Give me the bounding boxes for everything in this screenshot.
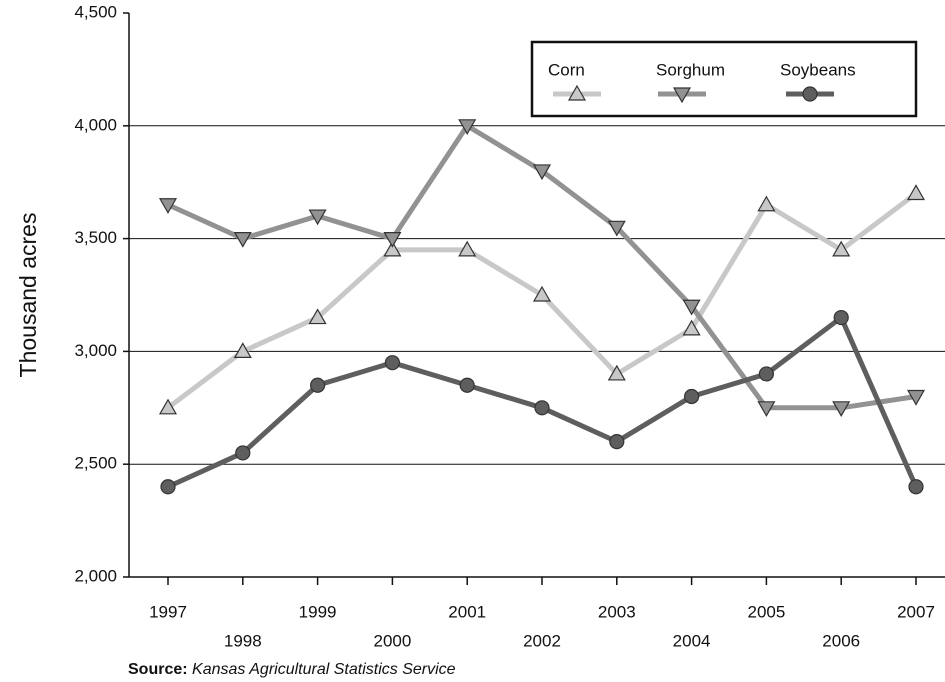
y-axis-label: Thousand acres	[15, 213, 41, 378]
y-tick-label: 2,000	[74, 566, 117, 585]
marker	[383, 240, 402, 257]
marker	[383, 232, 402, 248]
marker	[233, 342, 252, 358]
marker	[310, 377, 326, 393]
marker	[235, 445, 251, 461]
marker	[158, 198, 178, 214]
marker	[607, 364, 626, 381]
marker	[832, 240, 851, 257]
marker	[682, 319, 701, 336]
marker	[308, 209, 327, 226]
marker	[532, 285, 552, 302]
x-tick-label: 2002	[523, 631, 561, 650]
marker	[833, 309, 849, 326]
legend-label: Soybeans	[780, 60, 856, 79]
marker	[160, 479, 176, 495]
legend-marker	[567, 84, 587, 101]
marker	[683, 388, 700, 405]
marker	[607, 220, 626, 237]
y-tick-label: 3,500	[74, 228, 117, 247]
x-tick-label: 2000	[373, 631, 411, 650]
marker	[906, 389, 926, 406]
x-tick-label: 1997	[149, 602, 187, 621]
marker	[832, 401, 851, 418]
series	[158, 184, 926, 415]
source-text: Kansas Agricultural Statistics Service	[192, 661, 456, 678]
marker	[458, 240, 477, 257]
x-tick-label: 2001	[448, 602, 486, 621]
x-tick-label: 2005	[747, 602, 785, 621]
marker	[682, 299, 701, 316]
legend-marker	[802, 86, 818, 102]
legend: Corn Sorghum Soybeans	[530, 40, 918, 118]
y-tick-label: 2,500	[74, 454, 117, 473]
source: Source: Kansas Agricultural Statistics S…	[128, 661, 456, 678]
y-tick-label: 4,000	[74, 115, 117, 134]
source-label: Source:	[128, 661, 188, 678]
x-tick-label: 2004	[673, 631, 711, 650]
marker	[758, 366, 775, 382]
x-tick-label: 1998	[224, 631, 262, 650]
marker	[233, 232, 252, 248]
marker	[609, 434, 625, 450]
marker	[906, 184, 926, 201]
marker	[458, 119, 477, 136]
y-tick-label: 3,000	[74, 341, 117, 360]
legend-label: Corn	[548, 60, 585, 79]
x-tick-label: 2003	[598, 602, 636, 621]
legend-label: Sorghum	[656, 60, 725, 79]
marker	[308, 308, 327, 325]
legend-marker	[672, 87, 692, 104]
x-tick-label: 1999	[299, 602, 337, 621]
marker	[158, 398, 178, 415]
marker	[459, 377, 475, 393]
marker	[532, 164, 552, 181]
marker	[908, 479, 924, 495]
y-tick-label: 4,500	[74, 2, 117, 21]
marker	[534, 400, 550, 416]
legend-box	[530, 40, 918, 118]
marker	[384, 355, 400, 371]
x-tick-label: 2007	[897, 602, 935, 621]
series	[160, 309, 924, 495]
x-tick-label: 2006	[822, 631, 860, 650]
marker	[757, 401, 776, 418]
marker	[757, 195, 776, 212]
series	[158, 119, 926, 418]
